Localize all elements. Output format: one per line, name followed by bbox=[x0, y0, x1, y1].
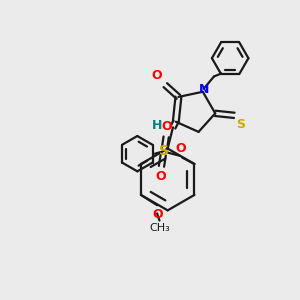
Text: O: O bbox=[151, 69, 162, 82]
Text: S: S bbox=[159, 144, 169, 158]
Text: O: O bbox=[161, 120, 172, 134]
Text: CH₃: CH₃ bbox=[149, 224, 170, 233]
Text: N: N bbox=[199, 83, 209, 96]
Text: H: H bbox=[152, 119, 163, 132]
Text: O: O bbox=[156, 170, 166, 183]
Text: O: O bbox=[175, 142, 186, 154]
Text: O: O bbox=[152, 208, 163, 220]
Text: S: S bbox=[236, 118, 245, 131]
